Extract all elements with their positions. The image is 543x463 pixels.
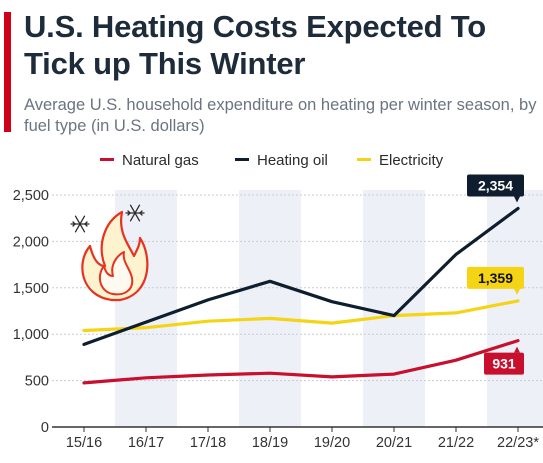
background-band xyxy=(115,190,177,427)
data-label-box-electricity xyxy=(467,266,524,289)
data-label-heating-oil: 2,354 xyxy=(478,178,513,194)
data-label-natural-gas: 931 xyxy=(492,356,516,372)
accent-bar xyxy=(4,12,11,132)
y-tick-label: 500 xyxy=(25,374,49,390)
legend: Natural gas Heating oil Electricity xyxy=(0,152,543,172)
x-tick-label: 17/18 xyxy=(190,435,226,451)
x-tick-label: 21/22 xyxy=(438,435,474,451)
y-tick-label: 2,000 xyxy=(13,234,49,250)
snowflake-icon xyxy=(70,215,90,233)
x-tick-label: 18/19 xyxy=(252,435,288,451)
y-tick-label: 2,500 xyxy=(13,188,49,204)
background-band xyxy=(487,190,543,427)
alternating-bands xyxy=(115,190,543,427)
data-label-electricity: 1,359 xyxy=(478,270,513,286)
x-tick-label: 20/21 xyxy=(376,435,412,451)
x-tick-label: 15/16 xyxy=(66,435,102,451)
flame-icon xyxy=(81,210,149,302)
series-line-natural-gas xyxy=(82,339,520,385)
legend-label-natural-gas: Natural gas xyxy=(122,152,199,169)
series-lines xyxy=(82,206,520,385)
legend-swatch-heating-oil xyxy=(235,157,249,161)
x-tick-label: 19/20 xyxy=(314,435,350,451)
chart-subtitle: Average U.S. household expenditure on he… xyxy=(24,96,537,135)
data-label-box-heating-oil xyxy=(467,174,524,197)
y-axis: 0 500 1,000 1,500 2,000 2,500 xyxy=(13,188,49,436)
data-label-pointer xyxy=(514,346,520,353)
y-tick-label: 1,500 xyxy=(13,281,49,297)
legend-label-electricity: Electricity xyxy=(379,152,444,169)
series-line-electricity xyxy=(82,299,520,333)
snowflake-icon xyxy=(125,204,145,222)
legend-item-natural-gas: Natural gas xyxy=(100,152,199,169)
gridlines xyxy=(52,194,543,428)
data-label-pointer xyxy=(514,288,520,295)
background-band xyxy=(239,190,301,427)
data-label-box-natural-gas xyxy=(484,352,524,375)
legend-item-electricity: Electricity xyxy=(357,152,443,169)
background-band xyxy=(363,190,425,427)
legend-label-heating-oil: Heating oil xyxy=(257,152,328,169)
data-labels: 931 2,354 1,359 xyxy=(467,174,524,375)
x-tick-label: 16/17 xyxy=(128,435,164,451)
legend-swatch-natural-gas xyxy=(100,157,114,161)
x-tick-label: 22/23* xyxy=(497,435,539,451)
legend-item-heating-oil: Heating oil xyxy=(235,152,328,169)
x-axis: 15/16 16/17 17/18 18/19 19/20 20/21 21/22 22/23… xyxy=(66,427,539,451)
series-line-heating-oil xyxy=(82,206,520,346)
data-label-pointer xyxy=(514,196,520,203)
y-tick-label: 0 xyxy=(41,420,49,436)
legend-swatch-electricity xyxy=(357,157,371,161)
chart-title: U.S. Heating Costs Expected To Tick up T… xyxy=(24,9,486,81)
y-tick-label: 1,000 xyxy=(13,327,49,343)
